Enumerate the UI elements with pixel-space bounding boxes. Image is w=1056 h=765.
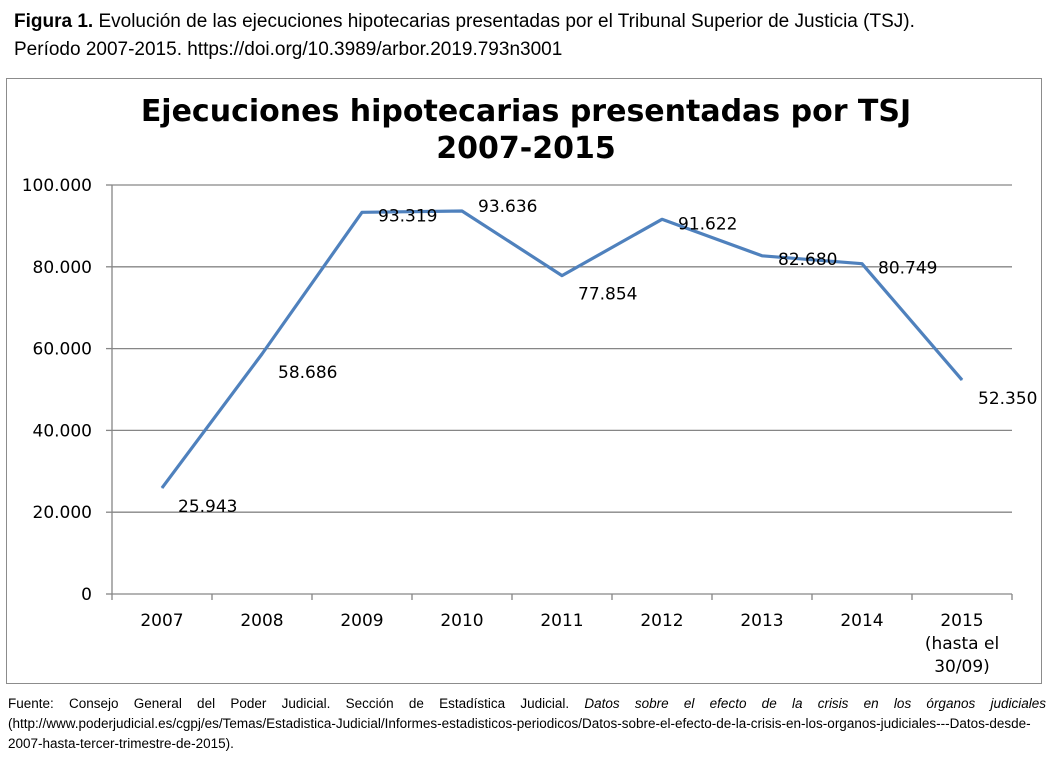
data-label: 93.319	[378, 206, 437, 226]
figure-caption: Figura 1. Evolución de las ejecuciones h…	[14, 8, 1044, 64]
data-point	[861, 263, 863, 265]
source-prefix: Fuente: Consejo General del Poder Judici…	[8, 696, 585, 711]
y-tick-label: 40.000	[33, 421, 92, 441]
data-point	[261, 353, 263, 355]
x-tick-label: 30/09)	[934, 657, 990, 677]
caption-text-1: Evolución de las ejecuciones hipotecaria…	[98, 11, 915, 32]
chart-frame	[6, 78, 1042, 684]
caption-line-1: Figura 1. Evolución de las ejecuciones h…	[14, 8, 1044, 36]
data-point	[561, 275, 563, 277]
x-tick-label: 2013	[740, 611, 783, 631]
y-tick-label: 60.000	[33, 340, 92, 360]
y-tick-label: 80.000	[33, 258, 92, 278]
data-label: 80.749	[878, 259, 937, 279]
data-label: 77.854	[578, 285, 637, 305]
caption-line-2: Período 2007-2015. https://doi.org/10.39…	[14, 39, 563, 60]
data-label: 52.350	[978, 389, 1037, 409]
data-point	[361, 211, 363, 213]
x-tick-label: 2007	[140, 611, 183, 631]
x-tick-label: 2011	[540, 611, 583, 631]
data-point	[661, 218, 663, 220]
data-label: 91.622	[678, 214, 737, 234]
x-tick-label: 2009	[340, 611, 383, 631]
x-tick-label: 2014	[840, 611, 883, 631]
line-chart: Ejecuciones hipotecarias presentadas por…	[22, 94, 1038, 677]
data-point	[961, 379, 963, 381]
x-tick-label: (hasta el	[925, 634, 999, 654]
data-label: 25.943	[178, 497, 237, 517]
series-line	[160, 209, 964, 489]
x-tick-label: 2008	[240, 611, 283, 631]
caption-label: Figura 1.	[14, 11, 94, 32]
data-point	[161, 487, 163, 489]
source-note: Fuente: Consejo General del Poder Judici…	[8, 694, 1046, 754]
y-tick-label: 20.000	[33, 503, 92, 523]
x-tick-label: 2012	[640, 611, 683, 631]
y-tick-label: 100.000	[22, 176, 92, 196]
data-label: 82.680	[778, 250, 837, 270]
source-title: Datos sobre el efecto de la crisis en lo…	[584, 696, 1046, 711]
x-tick-label: 2010	[440, 611, 483, 631]
x-tick-label: 2015	[940, 611, 983, 631]
data-label: 58.686	[278, 363, 337, 383]
chart-title-line-2: 2007-2015	[436, 131, 615, 166]
y-tick-label: 0	[81, 585, 92, 605]
data-point	[761, 255, 763, 257]
data-point	[461, 210, 463, 212]
data-label: 93.636	[478, 197, 537, 217]
source-suffix: (http://www.poderjudicial.es/cgpj/es/Tem…	[8, 716, 1031, 751]
chart-title-line-1: Ejecuciones hipotecarias presentadas por…	[141, 94, 911, 129]
